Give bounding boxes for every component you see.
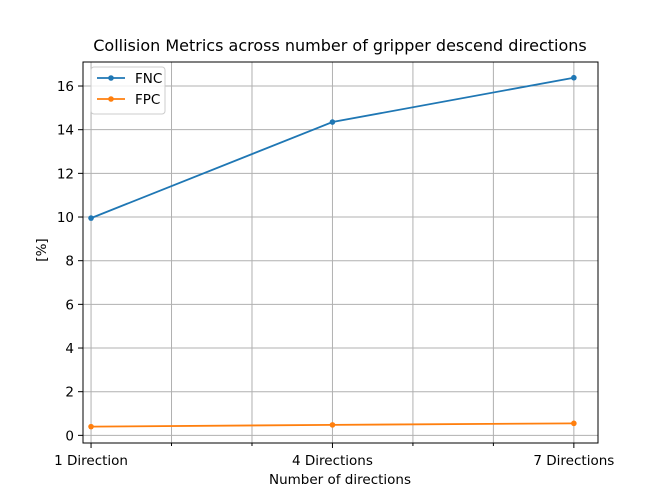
y-tick-label: 14 bbox=[57, 123, 74, 139]
y-tick-label: 6 bbox=[65, 297, 74, 313]
series-fnc bbox=[88, 74, 577, 221]
legend-label-fnc: FNC bbox=[135, 71, 162, 87]
y-axis-ticks: 0 2 4 6 8 10 12 14 16 bbox=[57, 79, 83, 444]
data-point-fnc bbox=[329, 119, 336, 125]
x-tick-label: 7 Directions bbox=[533, 453, 614, 469]
legend-marker-fnc bbox=[108, 75, 114, 81]
x-tick-label: 4 Directions bbox=[292, 453, 373, 469]
x-axis-label: Number of directions bbox=[269, 472, 411, 488]
data-point-fpc bbox=[571, 420, 577, 427]
series-fpc bbox=[88, 420, 577, 430]
legend-label-fpc: FPC bbox=[135, 92, 160, 108]
legend: FNC FPC bbox=[90, 66, 166, 115]
chart-title: Collision Metrics across number of gripp… bbox=[93, 36, 586, 55]
y-tick-label: 16 bbox=[57, 79, 74, 95]
data-point-fpc bbox=[329, 422, 336, 428]
data-point-fpc bbox=[88, 423, 94, 430]
plot-area-frame bbox=[82, 61, 599, 444]
x-tick-label: 1 Direction bbox=[54, 453, 128, 469]
data-point-fnc bbox=[571, 74, 577, 81]
y-tick-label: 12 bbox=[57, 166, 74, 182]
y-tick-label: 2 bbox=[65, 385, 74, 401]
y-tick-label: 8 bbox=[65, 254, 74, 270]
series-layer bbox=[88, 74, 577, 430]
x-axis-ticks: 1 Direction 4 Directions 7 Directions bbox=[54, 443, 614, 469]
data-point-fnc bbox=[88, 215, 94, 221]
y-axis-label: [%] bbox=[34, 238, 50, 261]
grid-lines bbox=[83, 62, 598, 443]
y-tick-label: 4 bbox=[65, 341, 74, 357]
y-tick-label: 10 bbox=[57, 210, 74, 226]
legend-marker-fpc bbox=[108, 96, 114, 102]
y-tick-label: 0 bbox=[65, 428, 74, 444]
